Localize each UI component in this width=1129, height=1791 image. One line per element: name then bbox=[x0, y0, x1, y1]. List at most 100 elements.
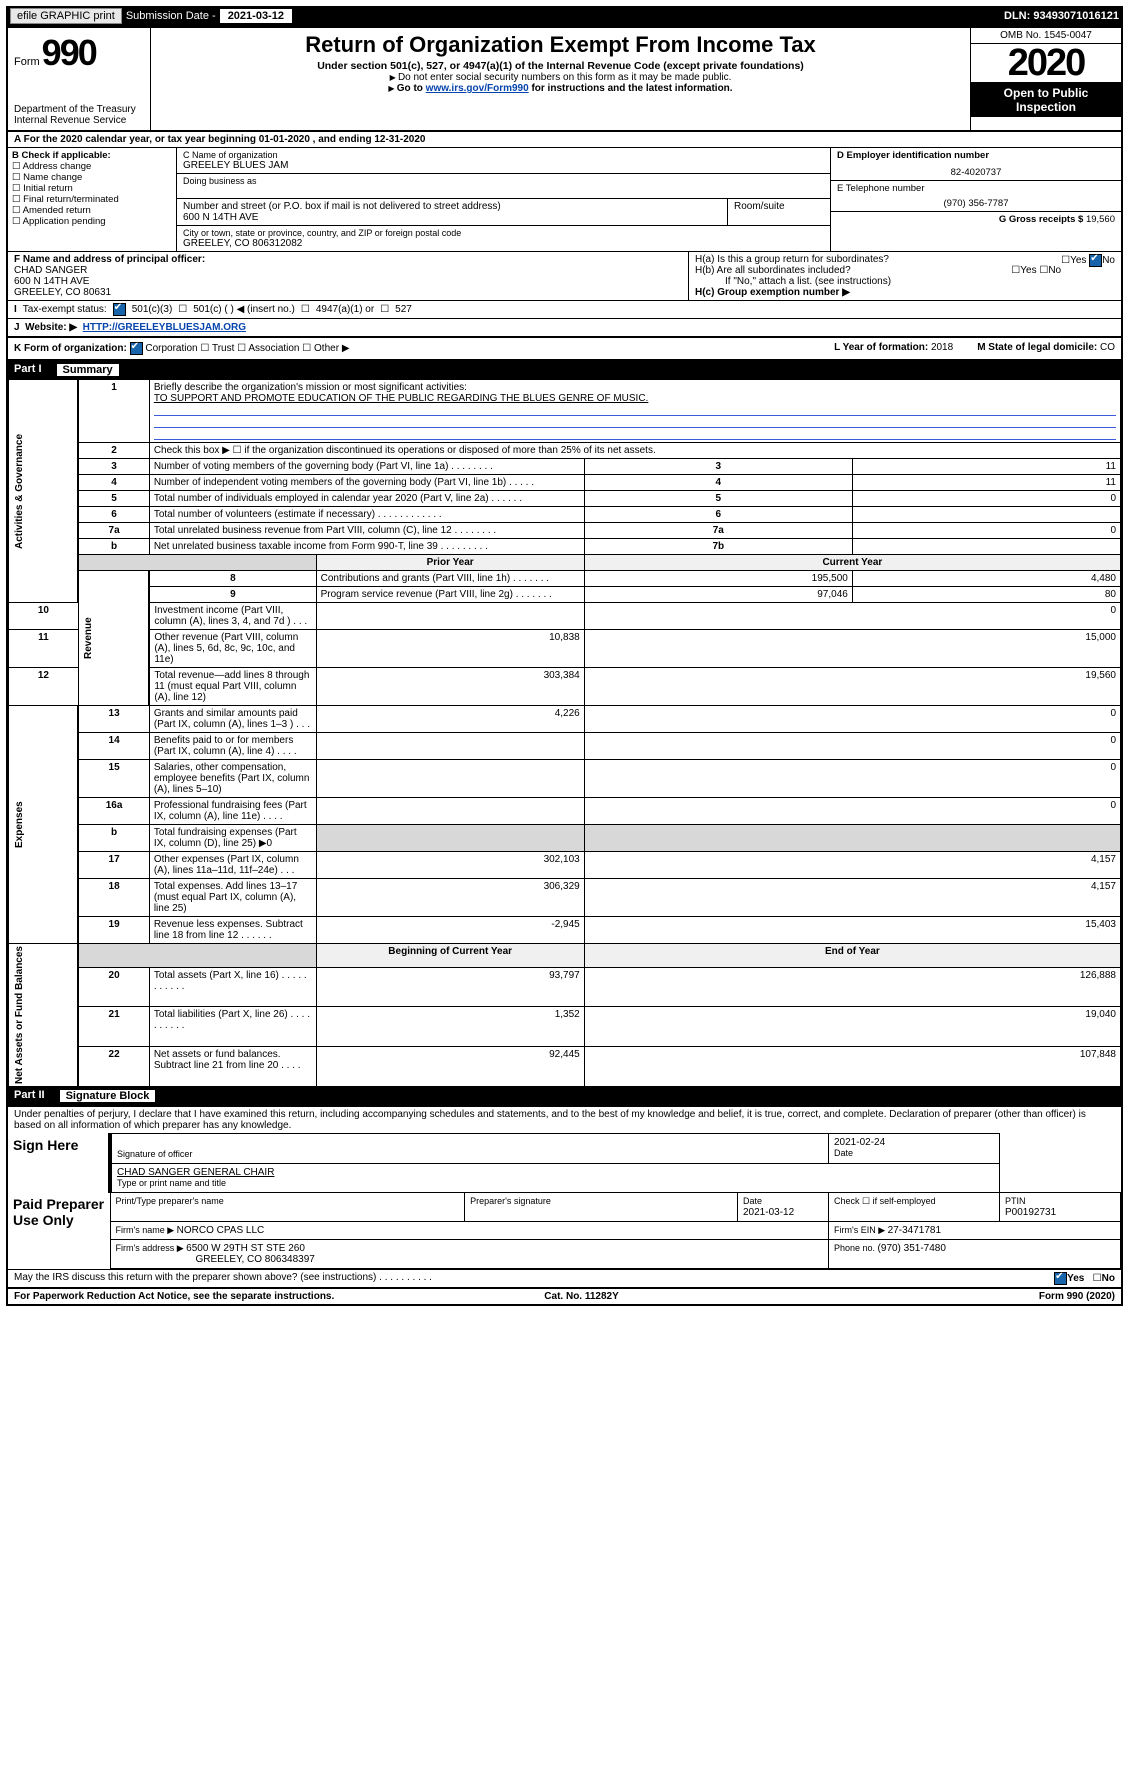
part2-num: Part II bbox=[14, 1089, 45, 1103]
cat-no: Cat. No. 11282Y bbox=[544, 1291, 618, 1302]
c-name-label: C Name of organization bbox=[183, 150, 824, 160]
side-activities-governance: Activities & Governance bbox=[9, 380, 79, 603]
form-number: 990 bbox=[42, 32, 96, 74]
part1-table: Activities & Governance 1 Briefly descri… bbox=[8, 379, 1121, 1087]
hb-note: If "No," attach a list. (see instruction… bbox=[695, 276, 1115, 287]
l1-label: Briefly describe the organization's miss… bbox=[154, 382, 467, 393]
irs-link[interactable]: www.irs.gov/Form990 bbox=[426, 83, 529, 94]
form-label: Form bbox=[14, 56, 40, 68]
chk-amended-return[interactable]: ☐ Amended return bbox=[12, 205, 172, 216]
signature-table: Sign Here Signature of officer 2021-02-2… bbox=[8, 1133, 1121, 1269]
firm-phone: (970) 351-7480 bbox=[878, 1243, 946, 1254]
hb-label: H(b) Are all subordinates included? bbox=[695, 265, 851, 276]
dept-irs: Internal Revenue Service bbox=[14, 115, 144, 126]
chk-final-return[interactable]: ☐ Final return/terminated bbox=[12, 194, 172, 205]
form-title: Return of Organization Exempt From Incom… bbox=[157, 32, 964, 58]
sig-officer-label: Signature of officer bbox=[117, 1149, 192, 1159]
open-to-public: Open to Public Inspection bbox=[971, 82, 1121, 117]
dba-label: Doing business as bbox=[183, 176, 824, 186]
org-name: GREELEY BLUES JAM bbox=[183, 160, 824, 171]
subm-date: 2021-03-12 bbox=[220, 9, 292, 23]
ha-label: H(a) Is this a group return for subordin… bbox=[695, 254, 889, 265]
ein-value: 82-4020737 bbox=[837, 161, 1115, 178]
dln: DLN: 93493071016121 bbox=[1004, 10, 1119, 22]
chk-address-change[interactable]: ☐ Address change bbox=[12, 161, 172, 172]
date-label: Date bbox=[834, 1148, 853, 1158]
part2-title: Signature Block bbox=[59, 1089, 157, 1103]
website-link[interactable]: HTTP://GREELEYBLUESJAM.ORG bbox=[83, 322, 246, 333]
form-outer: Form990 Department of the Treasury Inter… bbox=[6, 26, 1123, 1306]
officer-addr2: GREELEY, CO 80631 bbox=[14, 287, 111, 298]
state-domicile: CO bbox=[1100, 342, 1115, 353]
prep-date: 2021-03-12 bbox=[743, 1207, 794, 1218]
chk-application-pending[interactable]: ☐ Application pending bbox=[12, 216, 172, 227]
current-year-hdr: Current Year bbox=[584, 555, 1120, 571]
officer-type-label: Type or print name and title bbox=[117, 1178, 226, 1188]
chk-501c3[interactable] bbox=[113, 303, 126, 316]
firm-ein-label: Firm's EIN ▶ bbox=[834, 1225, 888, 1235]
chk-name-change[interactable]: ☐ Name change bbox=[12, 172, 172, 183]
goto-b: for instructions and the latest informat… bbox=[529, 83, 733, 94]
j-label: Website: ▶ bbox=[25, 322, 77, 333]
i-label: Tax-exempt status: bbox=[23, 304, 107, 315]
sig-date: 2021-02-24 bbox=[834, 1137, 885, 1148]
l2-text: Check this box ▶ ☐ if the organization d… bbox=[149, 443, 1120, 459]
discuss-yes-chk[interactable] bbox=[1054, 1272, 1067, 1285]
ptin-label: PTIN bbox=[1005, 1196, 1026, 1206]
org-city: GREELEY, CO 806312082 bbox=[183, 238, 824, 249]
gross-value: 19,560 bbox=[1086, 214, 1115, 225]
pra-notice: For Paperwork Reduction Act Notice, see … bbox=[14, 1291, 334, 1302]
efile-print-button[interactable]: efile GRAPHIC print bbox=[10, 8, 122, 24]
ptin-value: P00192731 bbox=[1005, 1207, 1056, 1218]
g-gross-label: G Gross receipts $ bbox=[999, 214, 1086, 225]
subm-label: Submission Date - bbox=[126, 10, 216, 22]
firm-addr2: GREELEY, CO 806348397 bbox=[116, 1254, 315, 1265]
firm-name-label: Firm's name ▶ bbox=[116, 1225, 177, 1235]
side-net-assets: Net Assets or Fund Balances bbox=[9, 944, 79, 1087]
officer-name: CHAD SANGER bbox=[14, 265, 87, 276]
goto-a: Go to bbox=[397, 83, 426, 94]
part1-title: Summary bbox=[56, 363, 120, 377]
city-label: City or town, state or province, country… bbox=[183, 228, 824, 238]
form-subtitle: Under section 501(c), 527, or 4947(a)(1)… bbox=[157, 60, 964, 72]
org-address: 600 N 14TH AVE bbox=[183, 212, 721, 223]
f-officer-label: F Name and address of principal officer: bbox=[14, 254, 205, 265]
chk-initial-return[interactable]: ☐ Initial return bbox=[12, 183, 172, 194]
firm-addr-label: Firm's address ▶ bbox=[116, 1243, 187, 1253]
firm-ein: 27-3471781 bbox=[888, 1225, 941, 1236]
ssn-note: Do not enter social security numbers on … bbox=[157, 72, 964, 83]
b-label: B Check if applicable: bbox=[12, 150, 111, 161]
prep-self-emp[interactable]: Check ☐ if self-employed bbox=[829, 1193, 1000, 1222]
room-label: Room/suite bbox=[734, 201, 824, 212]
paid-preparer-label: Paid Preparer Use Only bbox=[8, 1193, 110, 1269]
perjury-declaration: Under penalties of perjury, I declare th… bbox=[8, 1105, 1121, 1133]
side-revenue: Revenue bbox=[78, 571, 149, 706]
side-expenses: Expenses bbox=[9, 706, 79, 944]
addr-label: Number and street (or P.O. box if mail i… bbox=[183, 201, 721, 212]
bcy-hdr: Beginning of Current Year bbox=[316, 944, 584, 968]
officer-addr1: 600 N 14TH AVE bbox=[14, 276, 89, 287]
tel-value: (970) 356-7787 bbox=[837, 194, 1115, 209]
prep-sig-label: Preparer's signature bbox=[470, 1196, 551, 1206]
part1-num: Part I bbox=[14, 363, 42, 377]
discuss-label: May the IRS discuss this return with the… bbox=[14, 1272, 432, 1285]
dept-treasury: Department of the Treasury bbox=[14, 104, 144, 115]
firm-phone-label: Phone no. bbox=[834, 1243, 878, 1253]
k-label: K Form of organization: bbox=[14, 343, 127, 354]
e-tel-label: E Telephone number bbox=[837, 183, 925, 194]
hc-label: H(c) Group exemption number ▶ bbox=[695, 287, 850, 298]
ha-no-chk[interactable] bbox=[1089, 254, 1102, 267]
l1-value: TO SUPPORT AND PROMOTE EDUCATION OF THE … bbox=[154, 393, 649, 404]
form-footer: Form 990 (2020) bbox=[1039, 1291, 1115, 1302]
firm-name: NORCO CPAS LLC bbox=[177, 1225, 265, 1236]
m-label: M State of legal domicile: bbox=[977, 342, 1100, 353]
top-toolbar: efile GRAPHIC print Submission Date - 20… bbox=[6, 6, 1123, 26]
prior-year-hdr: Prior Year bbox=[316, 555, 584, 571]
eoy-hdr: End of Year bbox=[584, 944, 1120, 968]
chk-corporation[interactable] bbox=[130, 342, 143, 355]
year-formation: 2018 bbox=[931, 342, 953, 353]
officer-printed-name: CHAD SANGER GENERAL CHAIR bbox=[117, 1167, 274, 1178]
prep-date-label: Date bbox=[743, 1196, 762, 1206]
d-ein-label: D Employer identification number bbox=[837, 150, 989, 161]
sign-here-label: Sign Here bbox=[8, 1134, 110, 1193]
